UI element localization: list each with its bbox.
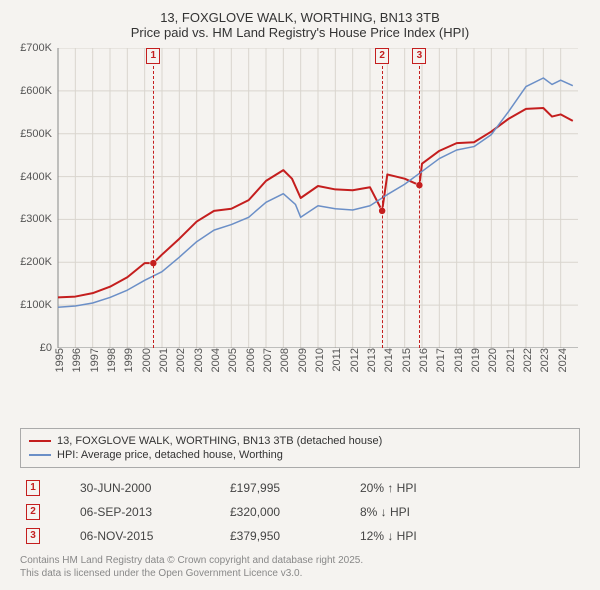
xtick-label: 2018 bbox=[453, 348, 465, 372]
xtick-label: 2006 bbox=[245, 348, 257, 372]
ytick-label: £300K bbox=[20, 213, 52, 225]
event-tag: 3 bbox=[412, 48, 426, 64]
xtick-label: 2007 bbox=[262, 348, 274, 372]
xtick-label: 2015 bbox=[401, 348, 413, 372]
footer-line1: Contains HM Land Registry data © Crown c… bbox=[20, 554, 580, 567]
xtick-label: 2005 bbox=[227, 348, 239, 372]
xtick-label: 2012 bbox=[349, 348, 361, 372]
chart-title-line1: 13, FOXGLOVE WALK, WORTHING, BN13 3TB bbox=[10, 10, 590, 25]
ytick-label: £500K bbox=[20, 128, 52, 140]
legend-swatch-hpi bbox=[29, 454, 51, 456]
event-row-date: 06-NOV-2015 bbox=[80, 529, 190, 543]
xtick-label: 2022 bbox=[522, 348, 534, 372]
xtick-label: 2000 bbox=[141, 348, 153, 372]
event-row-price: £197,995 bbox=[230, 481, 320, 495]
ytick-label: £0 bbox=[40, 342, 52, 354]
xtick-label: 2001 bbox=[158, 348, 170, 372]
xtick-label: 2009 bbox=[297, 348, 309, 372]
event-marker-line bbox=[382, 66, 383, 348]
xtick-label: 1995 bbox=[54, 348, 66, 372]
xtick-label: 2016 bbox=[418, 348, 430, 372]
ytick-label: £100K bbox=[20, 299, 52, 311]
event-row-date: 30-JUN-2000 bbox=[80, 481, 190, 495]
chart-title-block: 13, FOXGLOVE WALK, WORTHING, BN13 3TB Pr… bbox=[10, 10, 590, 40]
event-row-date: 06-SEP-2013 bbox=[80, 505, 190, 519]
event-row-pct: 8% ↓ HPI bbox=[360, 505, 450, 519]
xtick-label: 2011 bbox=[331, 348, 343, 372]
event-row-price: £320,000 bbox=[230, 505, 320, 519]
xtick-label: 1996 bbox=[71, 348, 83, 372]
xtick-label: 2010 bbox=[314, 348, 326, 372]
event-tag: 1 bbox=[146, 48, 160, 64]
xtick-label: 1999 bbox=[123, 348, 135, 372]
event-tag: 2 bbox=[375, 48, 389, 64]
xtick-label: 2013 bbox=[366, 348, 378, 372]
event-marker-line bbox=[153, 66, 154, 348]
chart-title-line2: Price paid vs. HM Land Registry's House … bbox=[10, 25, 590, 40]
ytick-label: £200K bbox=[20, 256, 52, 268]
xtick-label: 2014 bbox=[383, 348, 395, 372]
chart-container: 13, FOXGLOVE WALK, WORTHING, BN13 3TB Pr… bbox=[0, 0, 600, 585]
legend: 13, FOXGLOVE WALK, WORTHING, BN13 3TB (d… bbox=[20, 428, 580, 468]
xtick-label: 1998 bbox=[106, 348, 118, 372]
footer-line2: This data is licensed under the Open Gov… bbox=[20, 567, 580, 580]
footer: Contains HM Land Registry data © Crown c… bbox=[20, 554, 580, 580]
ytick-label: £600K bbox=[20, 85, 52, 97]
events-table: 1 30-JUN-2000 £197,995 20% ↑ HPI 2 06-SEP-201… bbox=[20, 476, 580, 548]
xtick-label: 2003 bbox=[193, 348, 205, 372]
event-row-tag: 1 bbox=[26, 480, 40, 496]
event-row: 2 06-SEP-2013 £320,000 8% ↓ HPI bbox=[20, 500, 580, 524]
xtick-label: 1997 bbox=[89, 348, 101, 372]
event-row: 3 06-NOV-2015 £379,950 12% ↓ HPI bbox=[20, 524, 580, 548]
xtick-label: 2019 bbox=[470, 348, 482, 372]
xtick-label: 2002 bbox=[175, 348, 187, 372]
event-row-tag: 2 bbox=[26, 504, 40, 520]
legend-label-hpi: HPI: Average price, detached house, Wort… bbox=[57, 449, 283, 461]
event-row: 1 30-JUN-2000 £197,995 20% ↑ HPI bbox=[20, 476, 580, 500]
plot-area: £0£100K£200K£300K£400K£500K£600K£700K199… bbox=[20, 48, 580, 378]
event-row-price: £379,950 bbox=[230, 529, 320, 543]
ytick-label: £700K bbox=[20, 42, 52, 54]
legend-row-price-paid: 13, FOXGLOVE WALK, WORTHING, BN13 3TB (d… bbox=[29, 435, 571, 447]
legend-label-price-paid: 13, FOXGLOVE WALK, WORTHING, BN13 3TB (d… bbox=[57, 435, 382, 447]
xtick-label: 2023 bbox=[539, 348, 551, 372]
ytick-label: £400K bbox=[20, 171, 52, 183]
event-row-pct: 12% ↓ HPI bbox=[360, 529, 450, 543]
xtick-label: 2008 bbox=[279, 348, 291, 372]
legend-row-hpi: HPI: Average price, detached house, Wort… bbox=[29, 449, 571, 461]
event-marker-line bbox=[419, 66, 420, 348]
event-row-pct: 20% ↑ HPI bbox=[360, 481, 450, 495]
xtick-label: 2021 bbox=[505, 348, 517, 372]
event-row-tag: 3 bbox=[26, 528, 40, 544]
chart-svg bbox=[20, 48, 580, 348]
xtick-label: 2024 bbox=[557, 348, 569, 372]
xtick-label: 2020 bbox=[487, 348, 499, 372]
legend-swatch-price-paid bbox=[29, 440, 51, 442]
xtick-label: 2004 bbox=[210, 348, 222, 372]
xtick-label: 2017 bbox=[435, 348, 447, 372]
